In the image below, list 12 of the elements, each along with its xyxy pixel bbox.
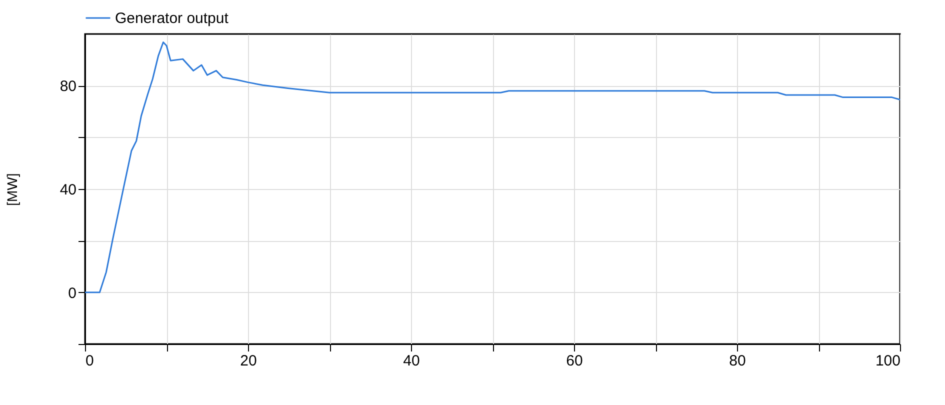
y-tick-label: 40 [60, 182, 76, 198]
x-tick-label: 20 [240, 352, 257, 370]
y-tick-label: 80 [60, 78, 76, 96]
legend-label: Generator output [115, 10, 230, 27]
line-series [84, 42, 901, 294]
y-axis-title: [MW] [4, 173, 20, 206]
x-tick-label: 0 [86, 352, 94, 370]
x-tick-label: 60 [566, 352, 583, 370]
x-tick-label: 100 [875, 352, 900, 370]
x-tick-label: 80 [729, 352, 746, 370]
x-tick-label: 40 [403, 352, 420, 370]
y-tick-label: 0 [68, 284, 76, 302]
